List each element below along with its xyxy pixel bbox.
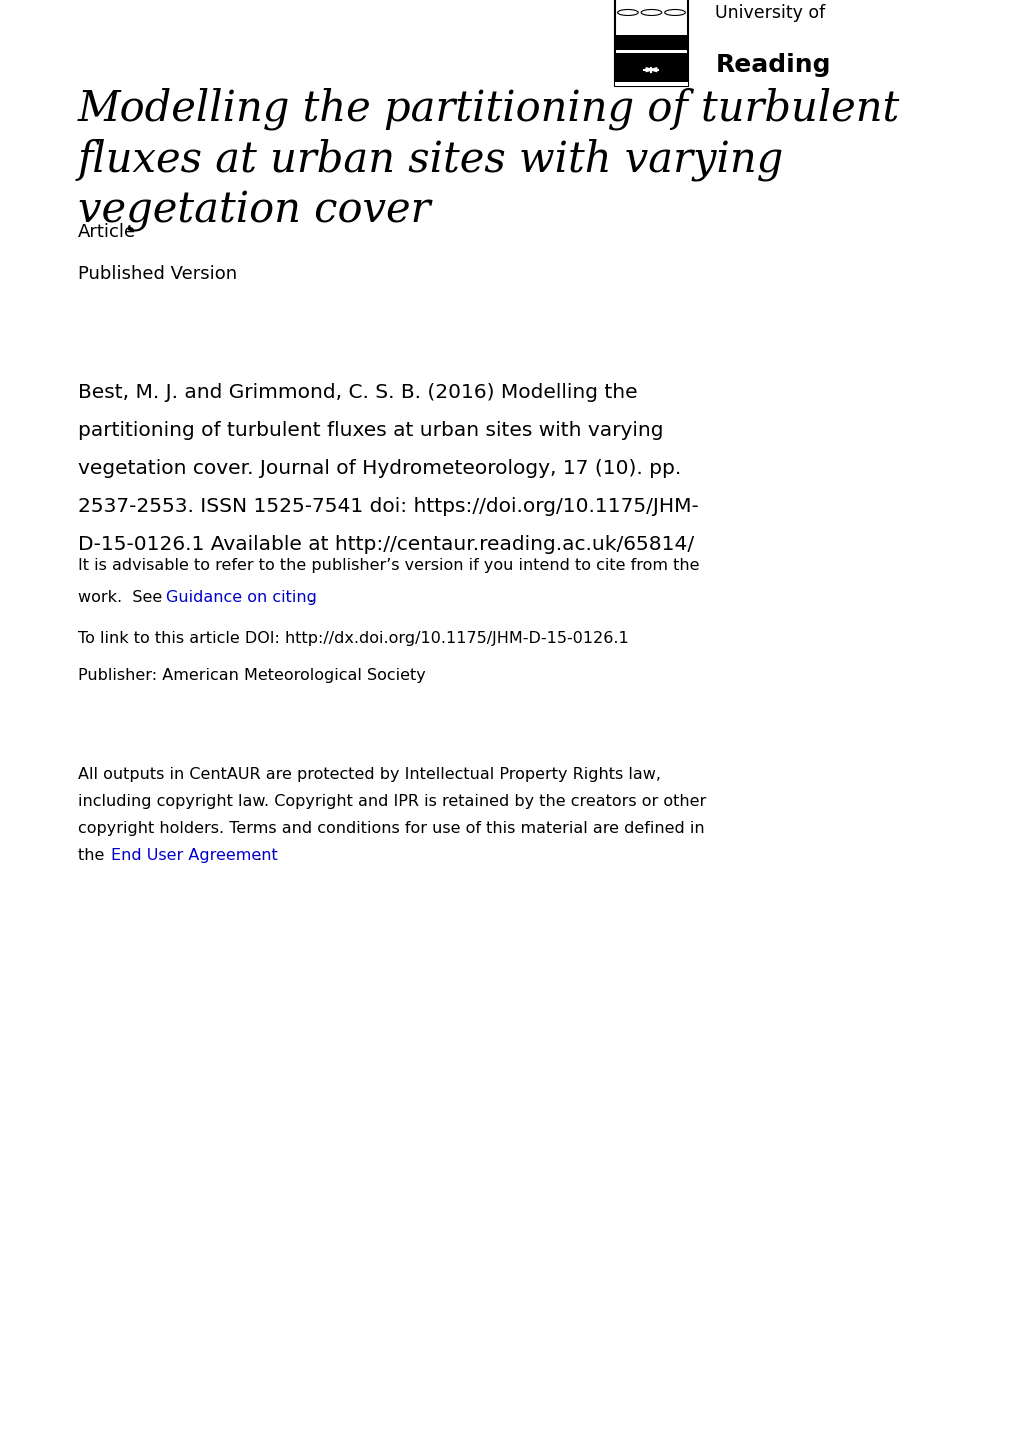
- Text: copyright holders. Terms and conditions for use of this material are defined in: copyright holders. Terms and conditions …: [77, 821, 704, 835]
- Text: Guidance on citing: Guidance on citing: [166, 590, 317, 605]
- Bar: [614, 53, 688, 87]
- FancyBboxPatch shape: [614, 0, 688, 87]
- Text: partitioning of turbulent fluxes at urban sites with varying: partitioning of turbulent fluxes at urba…: [77, 421, 662, 440]
- Text: work.  See: work. See: [77, 590, 167, 605]
- Text: D-15-0126.1 Available at http://centaur.reading.ac.uk/65814/: D-15-0126.1 Available at http://centaur.…: [77, 535, 694, 554]
- Text: Publisher: American Meteorological Society: Publisher: American Meteorological Socie…: [77, 668, 425, 683]
- Text: All outputs in CentAUR are protected by Intellectual Property Rights law,: All outputs in CentAUR are protected by …: [77, 768, 660, 782]
- Text: including copyright law. Copyright and IPR is retained by the creators or other: including copyright law. Copyright and I…: [77, 794, 705, 810]
- Circle shape: [616, 10, 638, 16]
- Text: Published Version: Published Version: [77, 266, 236, 283]
- Text: It is advisable to refer to the publisher’s version if you intend to cite from t: It is advisable to refer to the publishe…: [77, 558, 699, 573]
- Text: Best, M. J. and Grimmond, C. S. B. (2016) Modelling the: Best, M. J. and Grimmond, C. S. B. (2016…: [77, 382, 637, 403]
- Text: the: the: [77, 848, 109, 863]
- Circle shape: [641, 10, 661, 16]
- Text: End User Agreement: End User Agreement: [111, 848, 277, 863]
- Text: .: .: [256, 848, 261, 863]
- Bar: [614, 35, 688, 51]
- Text: vegetation cover. Journal of Hydrometeorology, 17 (10). pp.: vegetation cover. Journal of Hydrometeor…: [77, 459, 681, 478]
- Text: To link to this article DOI: http://dx.doi.org/10.1175/JHM-D-15-0126.1: To link to this article DOI: http://dx.d…: [77, 631, 628, 646]
- Text: Article: Article: [77, 224, 136, 241]
- Text: University of: University of: [714, 4, 824, 22]
- Text: Modelling the partitioning of turbulent
fluxes at urban sites with varying
veget: Modelling the partitioning of turbulent …: [77, 88, 900, 232]
- Circle shape: [664, 10, 685, 16]
- Text: Reading: Reading: [714, 53, 830, 76]
- Text: .: .: [308, 590, 313, 605]
- Bar: [614, 81, 688, 87]
- Text: 2537-2553. ISSN 1525-7541 doi: https://doi.org/10.1175/JHM-: 2537-2553. ISSN 1525-7541 doi: https://d…: [77, 496, 698, 517]
